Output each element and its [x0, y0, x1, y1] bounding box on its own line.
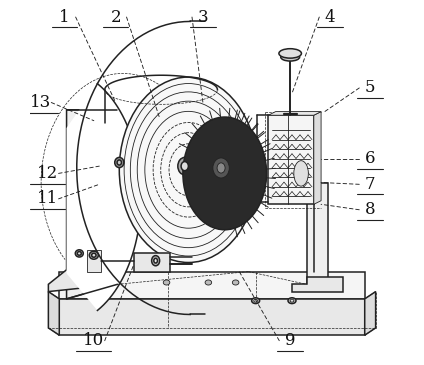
Ellipse shape	[152, 255, 160, 266]
Text: 13: 13	[30, 94, 51, 111]
Ellipse shape	[92, 253, 96, 257]
Ellipse shape	[117, 160, 121, 165]
Polygon shape	[59, 272, 365, 299]
Polygon shape	[48, 292, 59, 335]
Ellipse shape	[288, 298, 296, 304]
Polygon shape	[134, 253, 170, 272]
Polygon shape	[314, 112, 321, 204]
Ellipse shape	[251, 298, 259, 304]
Polygon shape	[86, 250, 101, 272]
Ellipse shape	[281, 53, 300, 61]
Text: 2: 2	[110, 8, 121, 26]
Ellipse shape	[213, 158, 229, 178]
Ellipse shape	[89, 251, 98, 259]
Ellipse shape	[119, 77, 257, 262]
Ellipse shape	[115, 157, 124, 168]
Text: 5: 5	[365, 80, 375, 96]
Text: 11: 11	[37, 191, 58, 207]
Ellipse shape	[77, 251, 81, 255]
Ellipse shape	[232, 280, 239, 285]
Polygon shape	[307, 182, 328, 284]
Polygon shape	[268, 112, 321, 115]
Polygon shape	[59, 299, 365, 335]
Text: 4: 4	[325, 8, 335, 26]
Polygon shape	[48, 270, 117, 292]
Ellipse shape	[290, 299, 294, 302]
Polygon shape	[292, 277, 343, 292]
Text: 1: 1	[59, 8, 70, 26]
Text: 10: 10	[83, 332, 104, 349]
Ellipse shape	[163, 280, 170, 285]
Ellipse shape	[254, 299, 257, 302]
Ellipse shape	[75, 250, 83, 257]
Ellipse shape	[217, 163, 225, 173]
Ellipse shape	[183, 117, 267, 230]
Text: 8: 8	[365, 201, 376, 218]
Polygon shape	[67, 84, 141, 311]
Text: 6: 6	[365, 150, 375, 168]
Ellipse shape	[181, 162, 188, 171]
Ellipse shape	[279, 49, 301, 58]
Ellipse shape	[178, 157, 192, 175]
Polygon shape	[67, 110, 117, 299]
Text: 12: 12	[37, 165, 58, 182]
Bar	[268, 115, 314, 204]
Text: 7: 7	[365, 176, 376, 193]
Ellipse shape	[205, 280, 212, 285]
Ellipse shape	[154, 258, 157, 263]
Ellipse shape	[294, 161, 308, 186]
Polygon shape	[365, 292, 376, 335]
Text: 9: 9	[285, 332, 296, 349]
Text: 3: 3	[198, 8, 208, 26]
